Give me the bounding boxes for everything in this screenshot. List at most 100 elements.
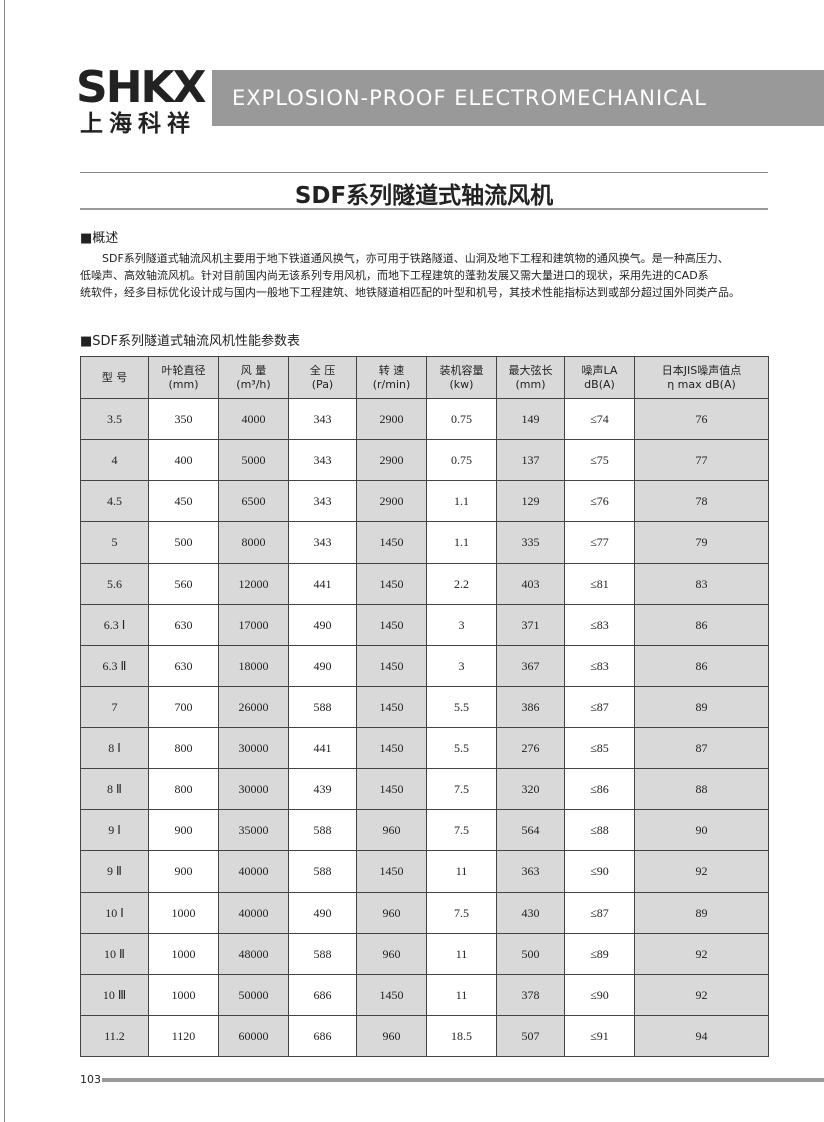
header-cell: 型 号 [81,357,149,399]
table-cell: 564 [497,810,565,852]
table-cell: 30000 [219,769,289,811]
header-cell: 最大弦长 (mm) [497,357,565,399]
table-cell: 386 [497,686,565,728]
table-cell: ≤88 [565,810,635,852]
table-cell: ≤86 [565,769,635,811]
table-cell: 343 [289,440,357,482]
table-cell: 350 [149,399,219,441]
table-cell: 1120 [149,1015,219,1057]
table-cell: 5.5 [427,728,497,770]
table-cell: 1000 [149,974,219,1016]
table-cell: 800 [149,728,219,770]
table-cell: 10 Ⅲ [81,974,149,1016]
table-cell: 363 [497,851,565,893]
table-cell: 6500 [219,481,289,523]
table-cell: 86 [635,645,769,687]
table-cell: 1450 [357,645,427,687]
table-cell: 2900 [357,440,427,482]
table-cell: 507 [497,1015,565,1057]
table-cell: 11 [427,851,497,893]
table-cell: 430 [497,892,565,934]
table-cell: 11 [427,933,497,975]
table-cell: 90 [635,810,769,852]
header-text: 叶轮直径 [161,363,206,377]
table-cell: 0.75 [427,440,497,482]
table-cell: 960 [357,933,427,975]
page-number: 103 [80,1073,101,1086]
table-cell: 2900 [357,399,427,441]
table-cell: 343 [289,481,357,523]
table-cell: 4 [81,440,149,482]
table-cell: 276 [497,728,565,770]
header-text: (r/min) [372,377,411,391]
table-cell: 86 [635,604,769,646]
header-text: (Pa) [311,377,334,391]
header-text: 全 压 [309,363,336,377]
table-cell: 1450 [357,686,427,728]
table-cell: 1000 [149,933,219,975]
table-cell: 18.5 [427,1015,497,1057]
table-cell: 1000 [149,892,219,934]
table-cell: 4.5 [81,481,149,523]
table-cell: 378 [497,974,565,1016]
table-cell: 89 [635,892,769,934]
header-text: (m³/h) [236,377,271,391]
table-cell: 403 [497,563,565,605]
table-cell: 92 [635,974,769,1016]
table-cell: ≤91 [565,1015,635,1057]
title: SDF系列隧道式轴流风机 [294,183,554,209]
overview-line: SDF系列隧道式轴流风机主要用于地下铁道通风换气，亦可用于铁路隧道、山洞及地下工… [102,252,729,265]
table-cell: 0.75 [427,399,497,441]
header-text: dB(A) [584,377,615,391]
table-cell: 18000 [219,645,289,687]
table-cell: 92 [635,851,769,893]
table-cell: 335 [497,522,565,564]
table-cell: 40000 [219,892,289,934]
table-cell: 35000 [219,810,289,852]
table-cell: ≤83 [565,604,635,646]
footer-rule [102,1078,824,1082]
table-cell: 40000 [219,851,289,893]
header-cell: 装机容量 (kw) [427,357,497,399]
table-cell: ≤90 [565,974,635,1016]
header-text: 型 号 [101,370,128,384]
table-cell: 800 [149,769,219,811]
table-cell: 137 [497,440,565,482]
table-cell: 1450 [357,563,427,605]
table-cell: 630 [149,604,219,646]
table-heading: ■SDF系列隧道式轴流风机性能参数表 [80,334,301,349]
table-cell: 490 [289,604,357,646]
table-cell: 79 [635,522,769,564]
table-cell: 5.5 [427,686,497,728]
table-cell: 60000 [219,1015,289,1057]
table-cell: 1450 [357,522,427,564]
left-border [4,0,5,1122]
table-cell: 686 [289,974,357,1016]
table-cell: 89 [635,686,769,728]
rule [80,208,768,210]
table-cell: 5000 [219,440,289,482]
table-cell: 149 [497,399,565,441]
table-cell: 1.1 [427,481,497,523]
table-cell: ≤76 [565,481,635,523]
rule [80,172,768,173]
table-cell: 76 [635,399,769,441]
table-cell: 1450 [357,769,427,811]
table-cell: 490 [289,645,357,687]
overview-heading: ■概述 [80,231,119,246]
header-text: (mm) [168,377,199,391]
table-cell: ≤74 [565,399,635,441]
table-cell: 12000 [219,563,289,605]
table-cell: 92 [635,933,769,975]
header-text: (kw) [449,377,474,391]
logo: SHKX [76,62,207,113]
table-cell: 588 [289,933,357,975]
table-cell: 83 [635,563,769,605]
table-cell: 7 [81,686,149,728]
table-cell: 343 [289,399,357,441]
table-cell: 1.1 [427,522,497,564]
table-cell: 3 [427,645,497,687]
table-cell: 960 [357,892,427,934]
table-cell: 1450 [357,604,427,646]
table-cell: 439 [289,769,357,811]
